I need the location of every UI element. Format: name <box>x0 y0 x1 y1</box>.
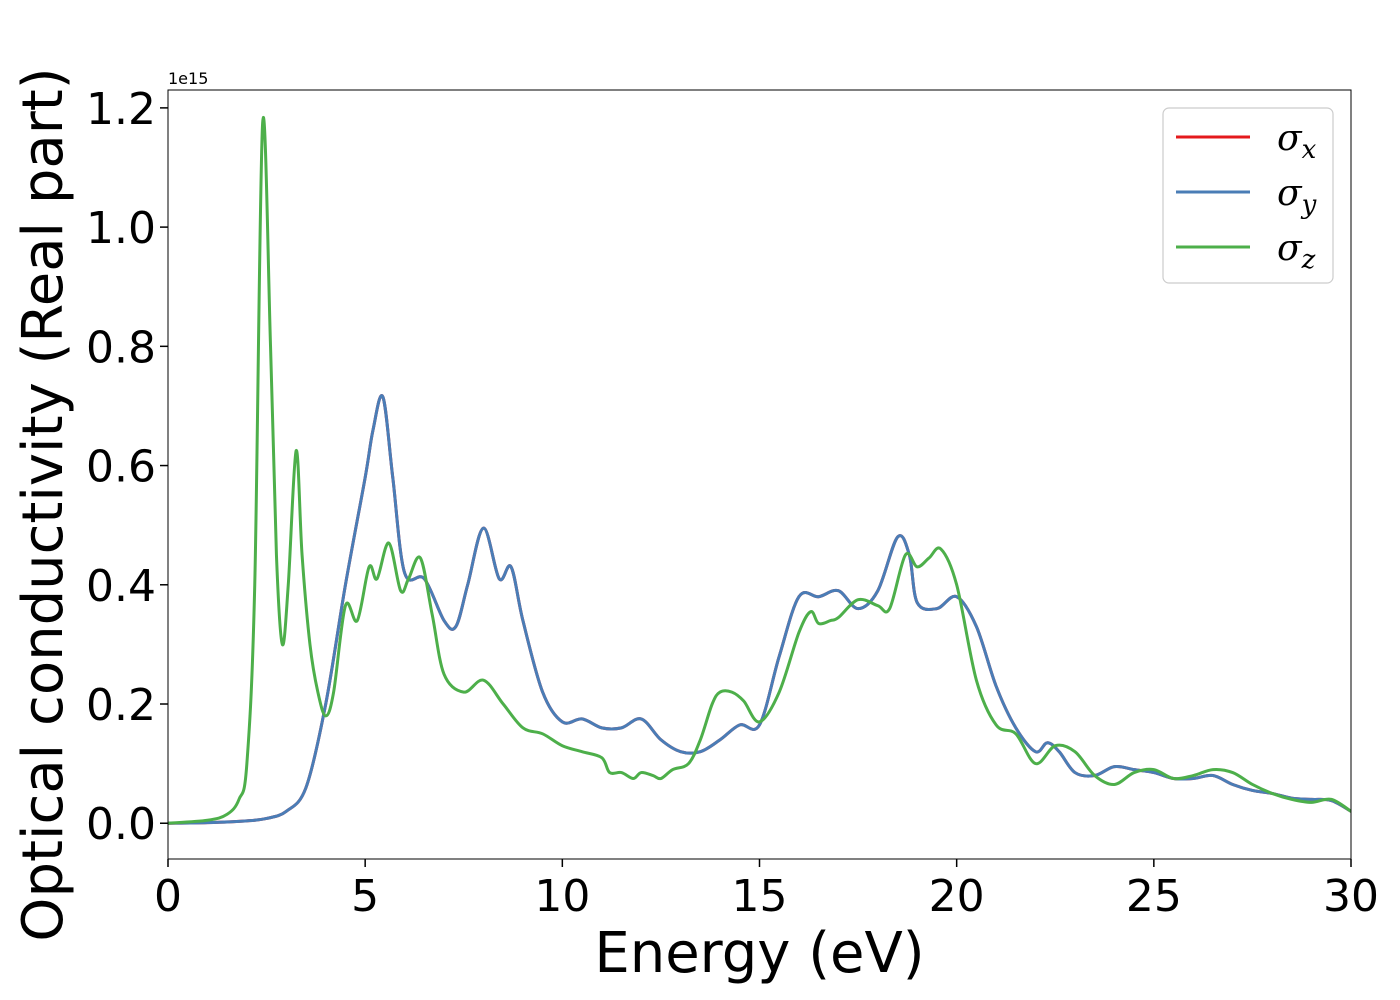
y-tick-label: 0.6 <box>86 442 156 493</box>
legend-subscript: z <box>1301 245 1316 275</box>
x-tick-label: 20 <box>929 871 985 922</box>
x-axis-title: Energy (eV) <box>594 921 924 986</box>
x-tick-label: 15 <box>732 871 788 922</box>
y-tick-label: 0.0 <box>86 799 156 850</box>
x-tick-label: 25 <box>1126 871 1182 922</box>
legend-symbol: σ <box>1277 173 1303 214</box>
y-axis: 0.0 0.2 0.4 0.6 0.8 1.0 1.2 <box>86 84 168 850</box>
series-layer <box>168 116 1351 825</box>
x-tick-label: 5 <box>351 871 379 922</box>
legend-subscript: y <box>1301 190 1317 220</box>
y-axis-title: Optical conductivity (Real part) <box>11 67 76 941</box>
x-axis: 0 5 10 15 20 25 30 <box>154 859 1379 922</box>
y-tick-label: 0.2 <box>86 680 156 731</box>
legend-subscript: x <box>1302 135 1317 165</box>
legend-label-y: σy <box>1277 173 1317 220</box>
legend-symbol: σ <box>1277 228 1303 269</box>
x-tick-label: 30 <box>1323 871 1379 922</box>
series-line-z <box>168 116 1351 825</box>
y-tick-label: 1.2 <box>86 84 156 135</box>
y-tick-label: 1.0 <box>86 203 156 254</box>
y-tick-label: 0.8 <box>86 322 156 373</box>
legend-symbol: σ <box>1277 118 1303 159</box>
y-offset-label: 1e15 <box>168 69 208 88</box>
y-tick-label: 0.4 <box>86 561 156 612</box>
legend-label-z: σz <box>1277 228 1316 275</box>
x-tick-label: 0 <box>154 871 182 922</box>
legend-label-x: σx <box>1277 118 1317 165</box>
x-tick-label: 10 <box>534 871 590 922</box>
series-line-y <box>168 394 1351 825</box>
legend-box <box>1162 107 1334 284</box>
